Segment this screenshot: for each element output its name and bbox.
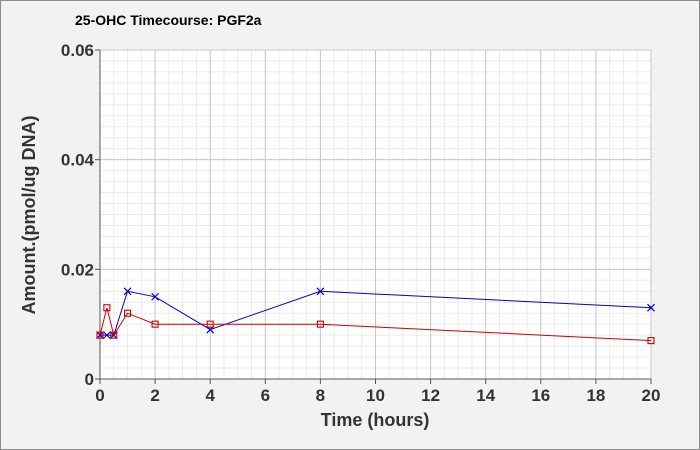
data-point-square-marker [124,309,132,317]
data-point-square-marker [206,320,214,328]
y-axis-label: Amount.(pmol/ug DNA) [19,116,39,315]
data-point-square-marker [647,337,655,345]
data-point-square-marker [110,331,118,339]
data-point-x-marker [102,331,111,340]
x-tick-label: 20 [642,386,661,405]
chart-title: 25-OHC Timecourse: PGF2a [75,12,262,28]
y-tick-label: 0.02 [61,260,94,279]
series-line [100,290,652,336]
y-tick-label: 0.04 [61,151,95,170]
x-tick-label: 14 [476,386,495,405]
x-tick-label: 16 [531,386,550,405]
data-point-x-marker [96,331,104,340]
data-point-x-marker [647,303,655,312]
data-point-square-marker [103,304,111,312]
x-tick-label: 10 [366,386,385,405]
x-tick-label: 4 [205,386,215,405]
y-tick-label: 0 [85,370,94,389]
x-tick-label: 8 [316,386,325,405]
data-point-square-marker [316,320,324,328]
x-tick-label: 6 [261,386,270,405]
series-layer [96,287,655,345]
x-tick-label: 0 [95,386,104,405]
data-point-x-marker [151,292,160,301]
x-tick-label: 18 [586,386,605,405]
x-tick-label: 12 [421,386,440,405]
x-tick-label: 2 [150,386,159,405]
series-1 [96,304,655,345]
series-line [99,307,652,342]
data-point-x-marker [123,287,132,296]
axes [95,49,652,384]
x-axis-label: Time (hours) [321,410,430,430]
y-tick-label: 0.06 [61,41,94,60]
grid [99,49,652,380]
data-point-square-marker [96,331,104,339]
data-point-x-marker [316,287,325,296]
tick-labels: 0 2 4 6 8 10 12 14 16 18 20 0 0.02 0.04 0.06 [61,41,661,405]
data-point-square-marker [151,320,159,328]
